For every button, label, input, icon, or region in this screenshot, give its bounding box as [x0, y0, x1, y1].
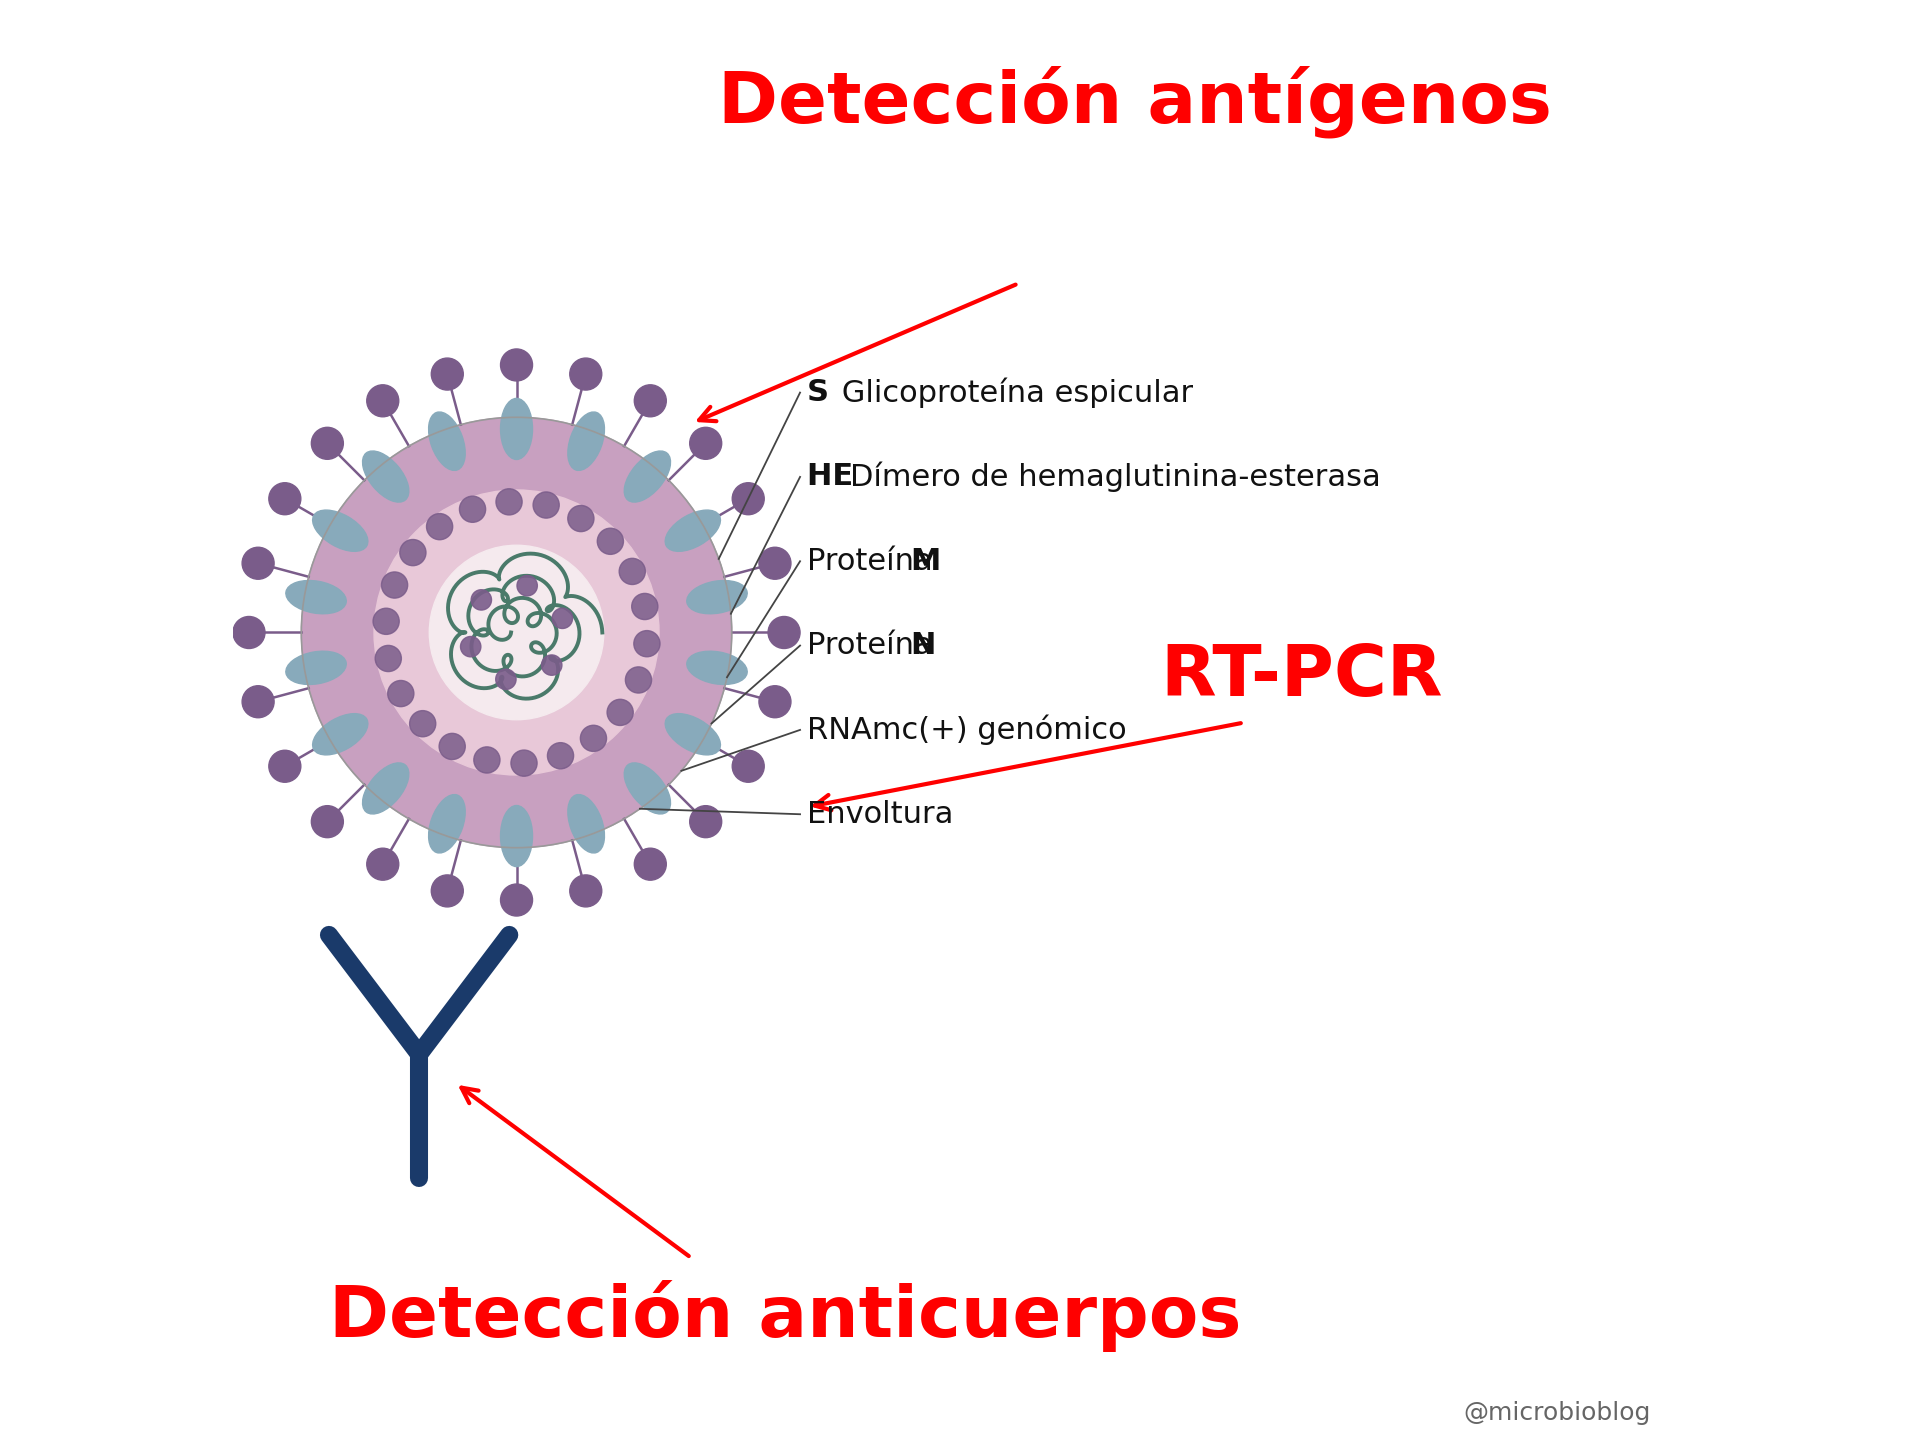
Circle shape — [634, 631, 660, 657]
Ellipse shape — [286, 580, 346, 614]
Circle shape — [689, 427, 722, 459]
Text: Dímero de hemaglutinina-esterasa: Dímero de hemaglutinina-esterasa — [851, 462, 1380, 491]
Circle shape — [511, 750, 538, 776]
Text: Envoltura: Envoltura — [806, 800, 954, 829]
Circle shape — [242, 686, 275, 718]
Circle shape — [768, 616, 801, 648]
Circle shape — [495, 489, 522, 515]
Circle shape — [634, 848, 666, 880]
Circle shape — [367, 848, 399, 880]
Circle shape — [495, 669, 516, 689]
Circle shape — [382, 571, 407, 598]
Ellipse shape — [664, 714, 720, 755]
Circle shape — [689, 806, 722, 838]
Circle shape — [426, 513, 453, 539]
Ellipse shape — [363, 451, 409, 502]
Circle shape — [311, 806, 344, 838]
Circle shape — [632, 593, 659, 619]
Circle shape — [372, 608, 399, 634]
Circle shape — [570, 875, 601, 907]
Circle shape — [399, 539, 426, 566]
Circle shape — [461, 637, 480, 657]
Ellipse shape — [428, 794, 465, 853]
Text: S: S — [806, 378, 839, 407]
Ellipse shape — [286, 651, 346, 685]
Circle shape — [269, 483, 301, 515]
Circle shape — [553, 608, 572, 628]
Circle shape — [501, 349, 532, 381]
Circle shape — [758, 547, 791, 579]
Text: Detección anticuerpos: Detección anticuerpos — [330, 1280, 1242, 1352]
Ellipse shape — [624, 763, 670, 814]
Ellipse shape — [664, 510, 720, 551]
Ellipse shape — [624, 451, 670, 502]
Circle shape — [618, 558, 645, 585]
Text: Glicoproteína espicular: Glicoproteína espicular — [831, 378, 1192, 407]
Circle shape — [459, 496, 486, 522]
Ellipse shape — [313, 714, 369, 755]
Ellipse shape — [363, 763, 409, 814]
Circle shape — [374, 490, 659, 775]
Circle shape — [570, 358, 601, 390]
Text: HE: HE — [806, 462, 864, 491]
Circle shape — [388, 680, 415, 707]
Circle shape — [732, 750, 764, 782]
Circle shape — [440, 733, 465, 759]
Circle shape — [547, 743, 574, 769]
Circle shape — [626, 667, 651, 694]
Ellipse shape — [687, 651, 747, 685]
Circle shape — [534, 491, 559, 518]
Circle shape — [430, 545, 603, 720]
Ellipse shape — [687, 580, 747, 614]
Circle shape — [242, 547, 275, 579]
Text: Proteína: Proteína — [806, 547, 943, 576]
Circle shape — [432, 875, 463, 907]
Text: N: N — [910, 631, 935, 660]
Text: Proteína: Proteína — [806, 631, 943, 660]
Ellipse shape — [568, 411, 605, 471]
Circle shape — [501, 884, 532, 916]
Circle shape — [311, 427, 344, 459]
Circle shape — [516, 576, 538, 596]
Text: Detección antígenos: Detección antígenos — [718, 65, 1551, 138]
Circle shape — [568, 506, 593, 532]
Circle shape — [470, 590, 492, 611]
Circle shape — [367, 385, 399, 417]
Text: @microbioblog: @microbioblog — [1463, 1400, 1651, 1425]
Circle shape — [474, 747, 499, 774]
Circle shape — [409, 711, 436, 737]
Text: M: M — [910, 547, 941, 576]
Circle shape — [580, 726, 607, 752]
Circle shape — [634, 385, 666, 417]
Text: RNAmc(+) genómico: RNAmc(+) genómico — [806, 715, 1127, 744]
Ellipse shape — [501, 806, 532, 867]
Ellipse shape — [428, 411, 465, 471]
Circle shape — [758, 686, 791, 718]
Text: RT-PCR: RT-PCR — [1160, 641, 1444, 711]
Circle shape — [607, 699, 634, 726]
Ellipse shape — [501, 398, 532, 459]
Circle shape — [541, 654, 563, 675]
Ellipse shape — [313, 510, 369, 551]
Circle shape — [732, 483, 764, 515]
Circle shape — [374, 646, 401, 672]
Circle shape — [301, 417, 732, 848]
Ellipse shape — [568, 794, 605, 853]
Circle shape — [432, 358, 463, 390]
Circle shape — [269, 750, 301, 782]
Circle shape — [597, 528, 624, 554]
Circle shape — [232, 616, 265, 648]
